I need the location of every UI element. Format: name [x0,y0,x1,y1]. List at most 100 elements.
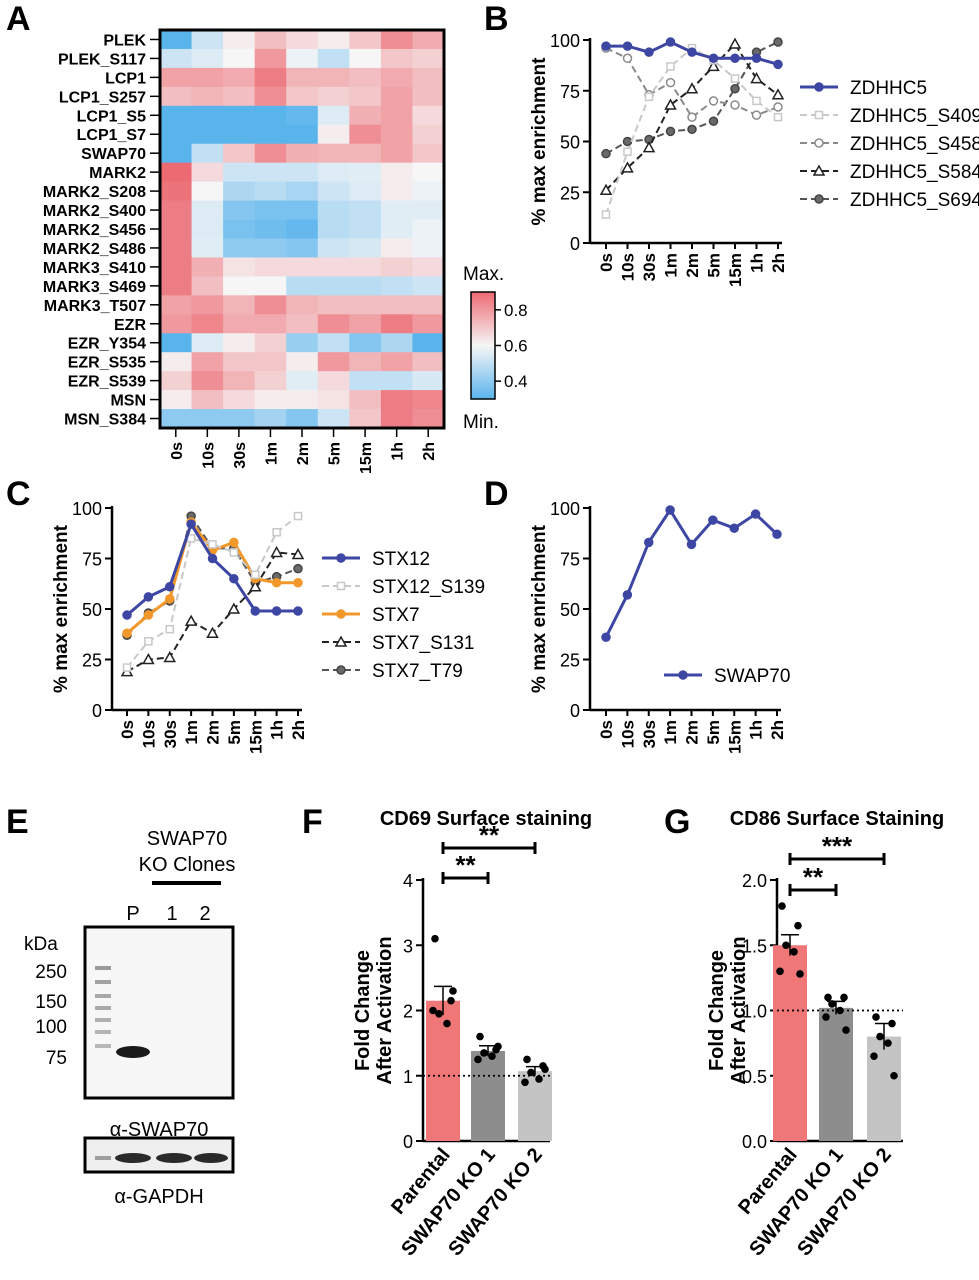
y-tick-label: 50 [560,133,580,153]
y-tick-label: 1.5 [742,936,767,956]
heatmap-row-label: LCP1_S257 [59,89,146,106]
y-tick-label: 75 [560,550,580,570]
data-point [271,606,282,616]
data-point [186,519,196,529]
data-point [840,993,848,1002]
data-point [622,53,633,64]
heatmap-cell [412,276,445,296]
lane-label: 1 [166,903,177,925]
heatmap-row-label: MARK3_S410 [43,260,146,277]
heatmap-cell [380,276,413,296]
x-tick-label: 1m [661,720,680,745]
ladder-bands [95,966,111,1048]
heatmap-cell [412,200,445,221]
x-tick-label: 1h [268,720,287,740]
heatmap-cell [412,162,445,183]
heatmap-cell [254,219,287,239]
y-tick-label: 2.0 [742,871,767,891]
y-tick-label: 100 [550,31,580,51]
heatmap-cell [191,390,224,410]
data-point [773,112,783,122]
x-tick-label: 2h [769,253,788,273]
heatmap-cell [254,333,287,353]
data-point [890,1071,898,1080]
heatmap-cell [160,162,193,183]
heatmap-cell [317,238,350,258]
colorbar-max-label: Max. [463,264,504,285]
y-axis-label: % max enrichment [529,524,550,693]
heatmap-cell [380,30,413,50]
data-point [601,210,611,219]
heatmap-cell [191,257,224,277]
heatmap-cell [380,219,413,239]
bar [471,1050,505,1141]
heatmap-row-label: LCP1_S5 [77,108,146,125]
data-point [665,77,676,88]
heatmap-row-label: MARK2_S208 [43,184,146,201]
data-point [229,548,239,557]
heatmap-cell [223,257,256,277]
x-tick-label: 2h [768,720,787,740]
heatmap-col-label: 1h [390,442,407,461]
cd86-title: CD86 Surface Staining [730,808,945,830]
y-axis-label-line2: After Activation [728,936,750,1084]
heatmap-cell [349,390,382,410]
data-point [687,112,697,122]
heatmap-cell [349,67,382,88]
data-point [730,100,740,110]
heatmap-cell [412,295,445,315]
cd69-title: CD69 Surface staining [380,808,592,830]
data-point [251,570,260,579]
heatmap-cell [349,238,382,258]
heatmap-cell [223,314,256,334]
x-tick-label: 2m [204,720,223,745]
data-point [449,987,457,995]
heatmap-cell [191,314,224,334]
heatmap-cell [380,162,413,183]
heatmap-cell [254,86,287,107]
legend-label: ZDHHC5_S584 [850,162,979,183]
data-point [842,1026,850,1034]
legend-item: STX7_T79 [322,661,463,682]
heatmap-row-label: MARK2_S456 [43,222,146,239]
heatmap-cell [317,105,350,126]
data-point [143,610,154,620]
series-line [604,507,779,638]
heatmap-cell [160,86,193,107]
heatmap-row-label: PLEK_S117 [58,51,146,68]
data-point [521,1078,529,1087]
heatmap-cell [223,143,256,164]
data-point [163,650,177,663]
heatmap-cell [223,181,256,202]
heatmap-cell [286,124,319,145]
heatmap-cell [191,124,224,145]
heatmap-cell [160,124,193,145]
heatmap-cell [286,181,319,202]
heatmap-cell [160,105,193,126]
heatmap-cell [191,162,224,183]
data-point [601,148,611,159]
panel-c: C 0 25 50 75 100 0s 10s 30s 1m 2m 5m 15m 1h 2h % max e… [6,475,485,754]
data-point [644,47,654,57]
heatmap-cell [349,48,382,69]
data-point [750,509,761,519]
ko-clones-title-line1: SWAP70 [147,828,227,850]
heatmap-cell [317,181,350,202]
heatmap-cell [254,409,287,429]
heatmap-cell [254,67,287,88]
y-tick-label: 100 [72,499,102,519]
bar-chart-g: 0.0 0.5 1.0 1.5 2.0 Fold Change After Activati… [706,831,903,1260]
data-point [707,59,720,72]
heatmap-cell [286,390,319,410]
lane-label: 2 [199,903,210,925]
series-stx12 [122,519,303,620]
panel-letter-d: D [484,475,509,513]
heatmap-cell [412,333,445,353]
legend-label: STX12 [372,549,430,570]
significance-label: ** [479,820,500,850]
heatmap-cell [160,143,193,164]
heatmap-row-label: PLEK [103,32,146,49]
